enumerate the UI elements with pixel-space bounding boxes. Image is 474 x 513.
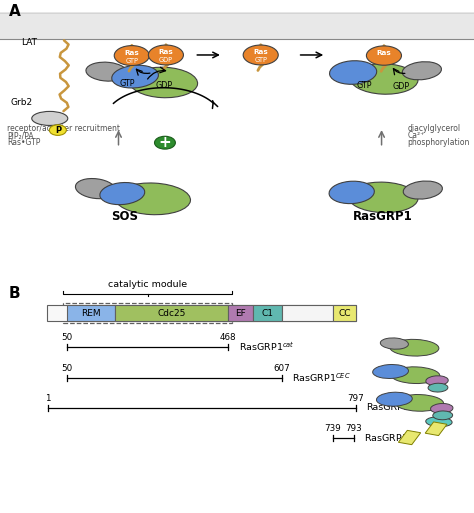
Bar [253,305,282,321]
Ellipse shape [348,182,418,213]
Text: Ras•GTP: Ras•GTP [7,138,40,147]
Text: EF: EF [235,309,246,318]
Ellipse shape [32,111,68,126]
Text: C1: C1 [262,309,273,318]
Text: RasGRP1$^{CC}$: RasGRP1$^{CC}$ [365,431,419,444]
Ellipse shape [426,376,448,386]
Text: catalytic module: catalytic module [108,280,187,289]
Ellipse shape [430,404,453,413]
Text: CC: CC [338,309,351,318]
Text: GTP: GTP [356,81,372,90]
Bar [67,305,115,321]
Text: +: + [159,135,171,150]
Ellipse shape [394,394,444,411]
Bar [228,305,253,321]
Text: GDP: GDP [159,57,173,63]
Text: 739: 739 [325,424,341,433]
Text: 793: 793 [346,424,362,433]
Ellipse shape [329,61,377,84]
Text: P: P [55,126,61,134]
Ellipse shape [433,411,453,420]
Bar [115,305,228,321]
Text: Ras: Ras [124,50,139,55]
Text: B: B [9,286,20,301]
Ellipse shape [376,392,412,406]
Text: Ras: Ras [158,49,173,55]
Ellipse shape [390,340,439,356]
Bar [0,13,474,40]
Ellipse shape [402,62,441,80]
Circle shape [49,125,66,135]
Ellipse shape [75,179,116,199]
Ellipse shape [129,67,198,97]
Polygon shape [425,422,447,436]
Ellipse shape [426,417,452,427]
Text: Ras: Ras [253,49,268,55]
Ellipse shape [148,45,183,65]
Text: receptor/adapter recruitment: receptor/adapter recruitment [7,124,120,133]
Text: 797: 797 [347,394,364,403]
Ellipse shape [243,45,278,65]
Text: Ca²⁺: Ca²⁺ [408,131,425,140]
Text: Cdc25: Cdc25 [157,309,186,318]
Ellipse shape [112,65,158,88]
Text: 50: 50 [61,364,73,373]
Circle shape [155,136,175,149]
Ellipse shape [350,64,418,94]
Text: RasGRP1: RasGRP1 [353,210,413,223]
Ellipse shape [100,183,145,205]
Bar [47,305,356,321]
Text: Ras: Ras [376,50,392,56]
Text: GTP: GTP [254,57,267,63]
Text: 468: 468 [220,333,237,342]
Text: phosphorylation: phosphorylation [408,138,470,147]
Text: RasGRP1: RasGRP1 [366,403,409,412]
Text: Grb2: Grb2 [10,98,33,107]
Ellipse shape [329,181,374,204]
Ellipse shape [86,62,128,81]
Text: SOS: SOS [111,210,137,223]
Text: 50: 50 [61,333,73,342]
Ellipse shape [373,365,409,379]
Text: GTP: GTP [119,80,135,88]
Text: GDP: GDP [392,82,410,91]
Text: LAT: LAT [21,38,37,47]
Text: REM: REM [81,309,100,318]
Text: A: A [9,5,20,19]
Bar [333,305,356,321]
Text: 607: 607 [273,364,291,373]
Ellipse shape [380,338,409,349]
Polygon shape [398,430,421,445]
Text: RasGRP1$^{cat}$: RasGRP1$^{cat}$ [239,341,294,353]
Bar [282,305,333,321]
Text: PIP₂/PA: PIP₂/PA [7,131,34,140]
Text: diacylglycerol: diacylglycerol [408,124,461,133]
Text: GTP: GTP [125,57,138,64]
Text: 1: 1 [45,394,51,403]
Ellipse shape [115,183,191,215]
Ellipse shape [428,383,448,392]
Text: RasGRP1$^{CEC}$: RasGRP1$^{CEC}$ [292,371,351,384]
Ellipse shape [114,46,149,66]
Ellipse shape [366,46,401,65]
Text: GDP: GDP [155,81,173,90]
Ellipse shape [391,367,440,384]
Ellipse shape [403,181,442,199]
